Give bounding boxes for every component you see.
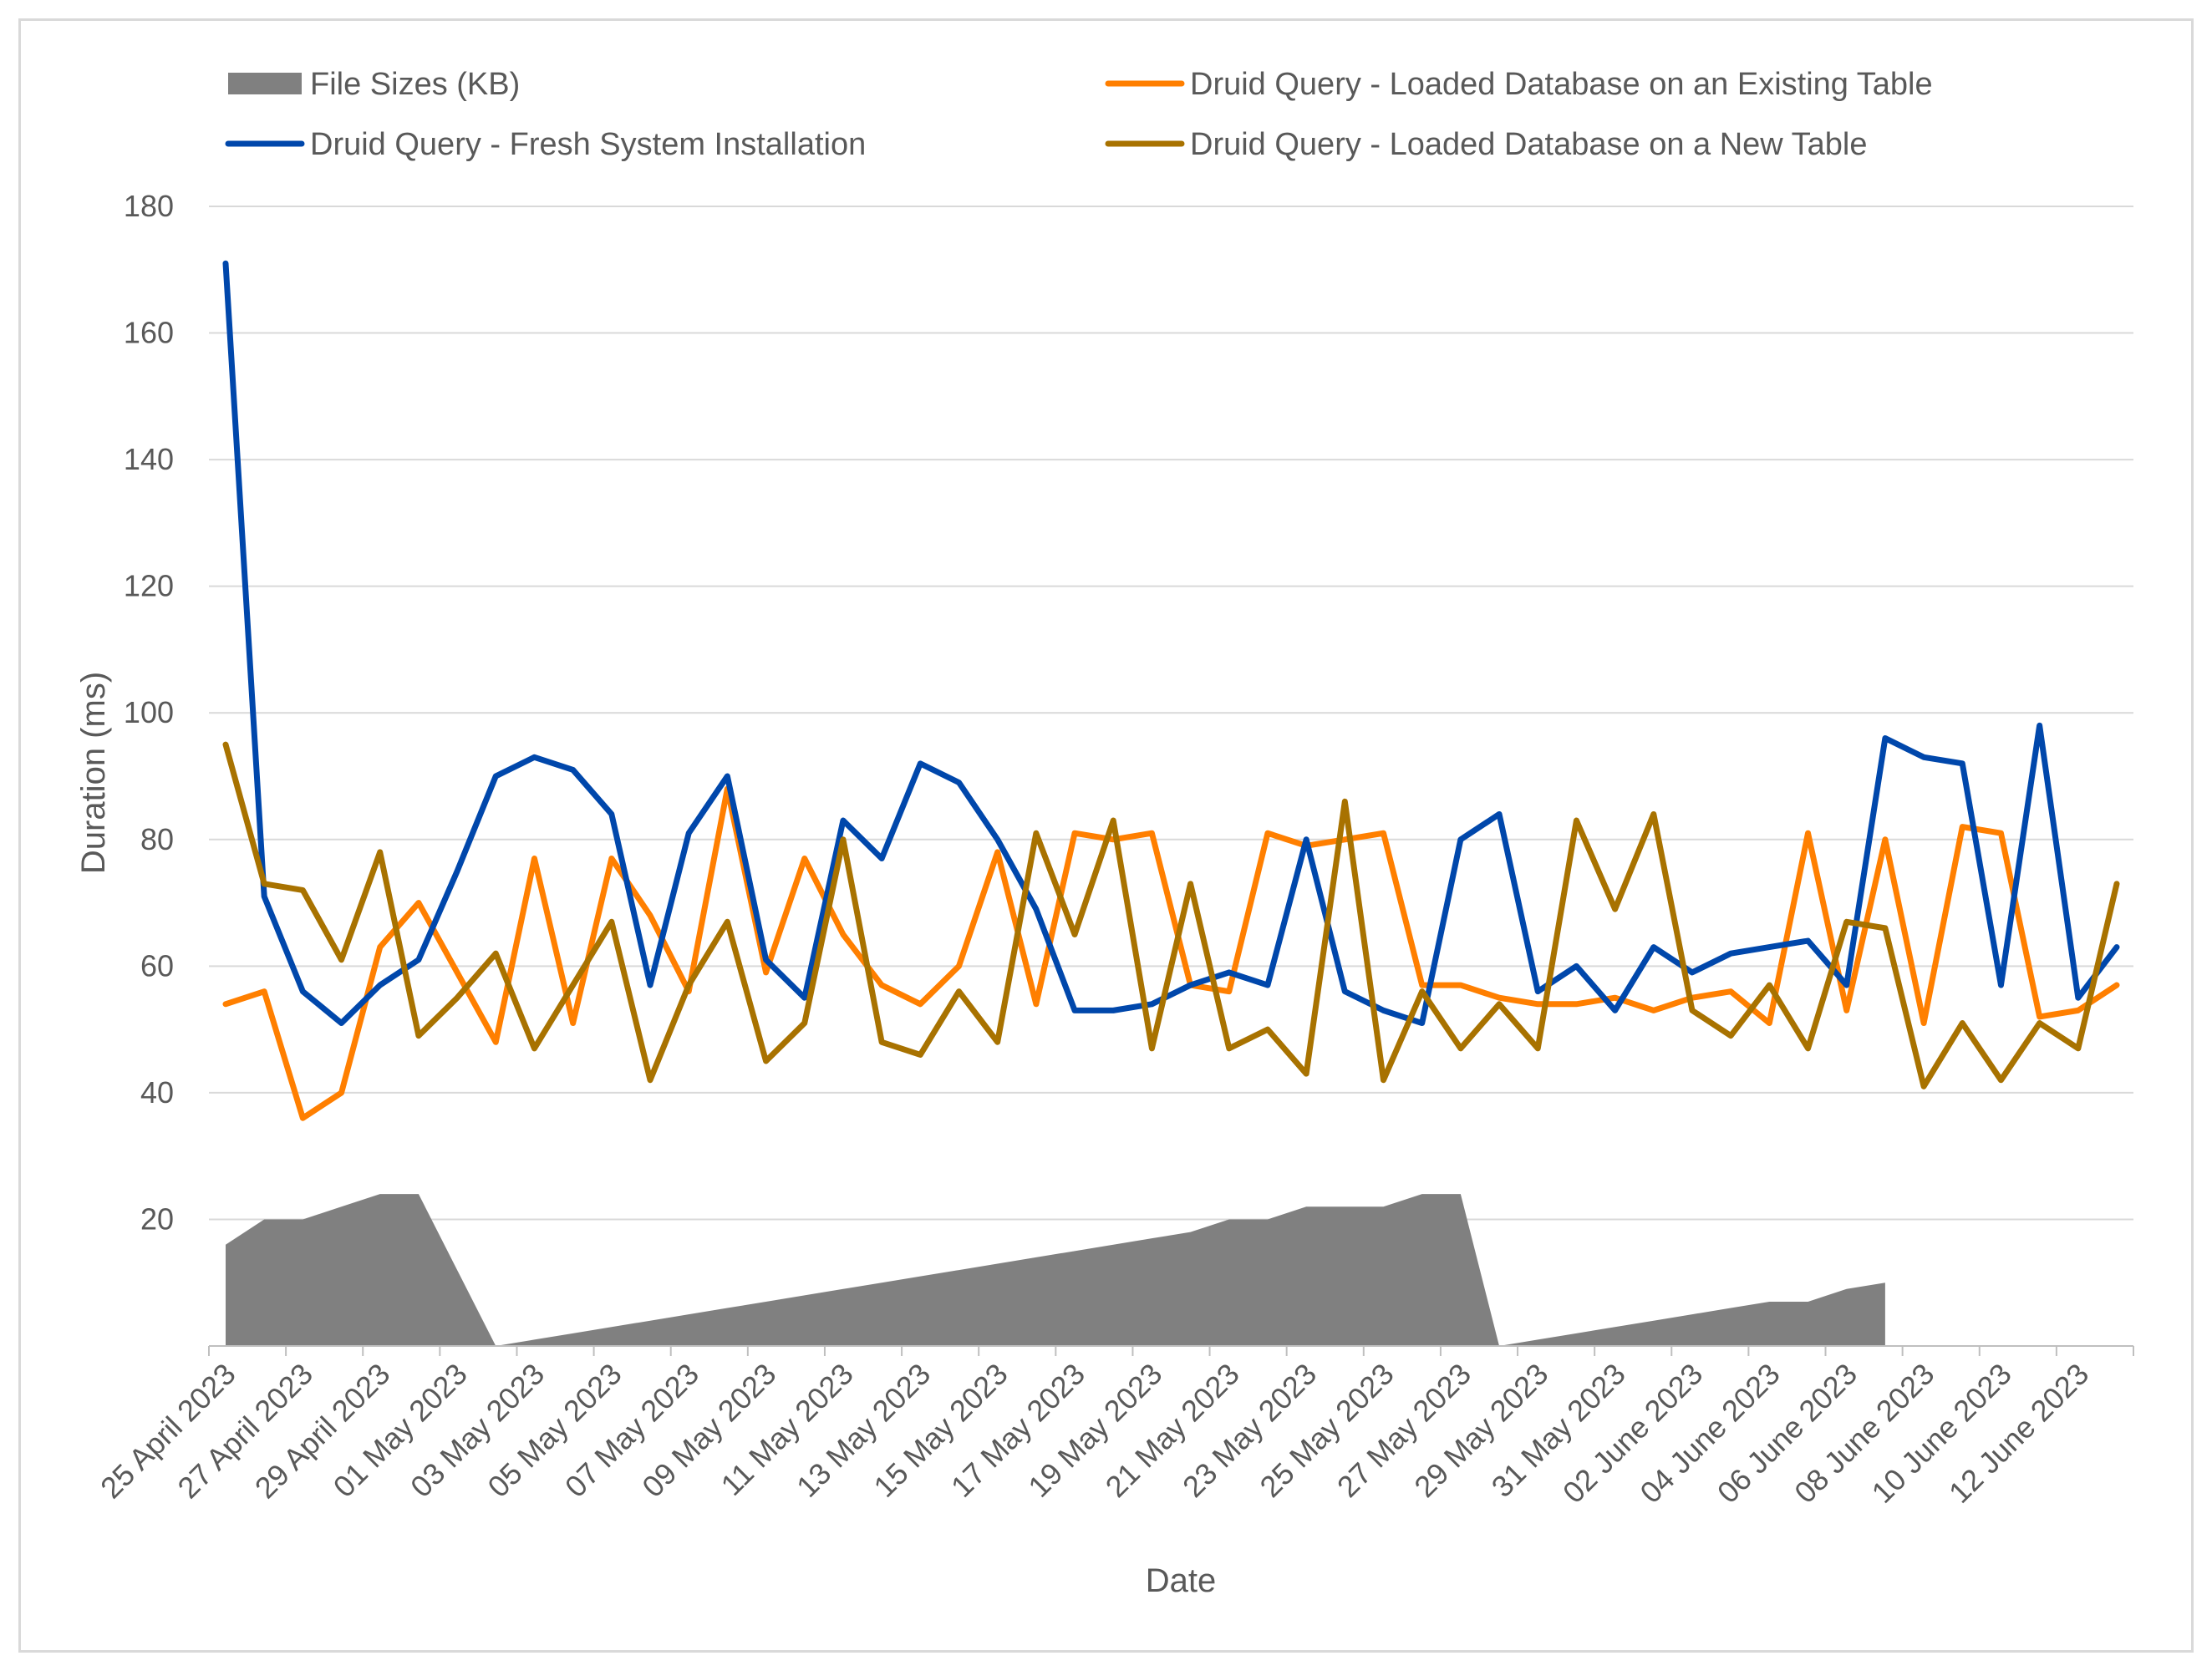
x-tick-label: 15 May 2023 bbox=[867, 1357, 1014, 1504]
x-tick-label: 29 May 2023 bbox=[1407, 1357, 1554, 1504]
y-tick-label: 100 bbox=[124, 695, 174, 729]
x-tick-label: 27 May 2023 bbox=[1330, 1357, 1477, 1504]
y-axis-title: Duration (ms) bbox=[75, 672, 112, 874]
new-table-line bbox=[222, 741, 2120, 1089]
x-tick-label: 25 May 2023 bbox=[1253, 1357, 1400, 1504]
y-tick-label: 180 bbox=[124, 189, 174, 223]
fresh-install-line bbox=[222, 260, 2120, 1027]
y-tick-label: 60 bbox=[140, 948, 174, 983]
x-tick-label: 01 May 2023 bbox=[327, 1357, 474, 1504]
x-tick-label: 09 May 2023 bbox=[635, 1357, 782, 1504]
legend-label: Druid Query - Loaded Database on an Exis… bbox=[1190, 67, 1933, 102]
x-axis-title: Date bbox=[1146, 1562, 1217, 1599]
x-tick-label: 17 May 2023 bbox=[944, 1357, 1091, 1504]
y-tick-label: 160 bbox=[124, 316, 174, 350]
y-tick-label: 120 bbox=[124, 569, 174, 603]
x-tick-label: 05 May 2023 bbox=[481, 1357, 628, 1504]
x-tick-label: 19 May 2023 bbox=[1021, 1357, 1168, 1504]
x-tick-label: 23 May 2023 bbox=[1176, 1357, 1323, 1504]
legend-label: Druid Query - Loaded Database on a New T… bbox=[1190, 127, 1867, 162]
chart-frame: 20 40 60 80 100 120 140 160 180 25 April 2023 27 … bbox=[18, 18, 2194, 1653]
legend-label: File Sizes (KB) bbox=[310, 67, 520, 102]
legend-item-new-table: Druid Query - Loaded Database on a New T… bbox=[1105, 127, 1867, 162]
legend-item-fresh-install: Druid Query - Fresh System Installation bbox=[225, 127, 866, 162]
legend-swatch bbox=[228, 73, 302, 94]
x-tick-label: 31 May 2023 bbox=[1485, 1357, 1632, 1504]
y-tick-label: 80 bbox=[140, 822, 174, 856]
legend: File Sizes (KB) Druid Query - Loaded Data… bbox=[225, 67, 1933, 162]
x-tick-label: 03 May 2023 bbox=[404, 1357, 551, 1504]
line-chart: 20 40 60 80 100 120 140 160 180 25 April 202327 … bbox=[75, 67, 2134, 1599]
line-series bbox=[222, 260, 2120, 1121]
area-series bbox=[226, 1194, 1885, 1346]
legend-item-existing-table: Druid Query - Loaded Database on an Exis… bbox=[1105, 67, 1933, 102]
file-sizes-area bbox=[226, 1194, 1885, 1346]
legend-item-file-sizes: File Sizes (KB) bbox=[228, 67, 520, 102]
gridlines bbox=[209, 206, 2133, 1221]
existing-table-line bbox=[222, 785, 2120, 1121]
axes bbox=[208, 1345, 2134, 1356]
y-tick-label: 140 bbox=[124, 442, 174, 476]
x-tick-label: 13 May 2023 bbox=[790, 1357, 937, 1504]
y-tick-label: 40 bbox=[140, 1075, 174, 1110]
y-tick-labels: 20 40 60 80 100 120 140 160 180 bbox=[124, 189, 174, 1236]
legend-label: Druid Query - Fresh System Installation bbox=[310, 127, 866, 162]
x-tick-label: 21 May 2023 bbox=[1099, 1357, 1246, 1504]
x-tick-label: 07 May 2023 bbox=[558, 1357, 705, 1504]
y-tick-label: 20 bbox=[140, 1201, 174, 1236]
